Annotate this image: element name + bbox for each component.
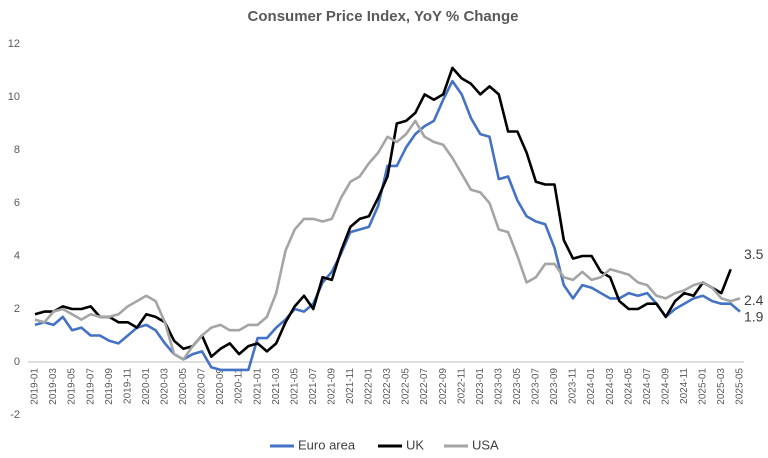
series-line (34, 119, 741, 361)
x-tick-label: 2020-05 (178, 368, 189, 405)
legend-label: Euro area (298, 437, 356, 452)
x-tick-label: 2021-05 (289, 368, 300, 405)
x-tick-label: 2024-09 (660, 368, 671, 405)
x-tick-label: 2021-11 (345, 368, 356, 404)
y-tick-label: 12 (8, 38, 20, 50)
legend-label: UK (406, 437, 424, 452)
x-tick-label: 2020-11 (234, 368, 245, 404)
x-tick-label: 2022-01 (364, 368, 375, 405)
x-tick-label: 2022-09 (438, 368, 449, 405)
x-tick-label: 2024-03 (605, 368, 616, 405)
x-tick-label: 2020-01 (141, 368, 152, 405)
x-tick-label: 2022-05 (401, 368, 412, 405)
x-tick-label: 2019-11 (122, 368, 133, 404)
x-tick-label: 2023-11 (568, 368, 579, 404)
x-tick-label: 2024-05 (623, 368, 634, 405)
end-value-label: 3.5 (744, 246, 764, 262)
x-tick-label: 2024-07 (642, 368, 653, 405)
x-tick-label: 2024-11 (679, 368, 690, 404)
x-tick-label: 2019-01 (30, 368, 41, 405)
x-tick-label: 2022-03 (382, 368, 393, 405)
end-value-label: 2.4 (744, 292, 764, 308)
y-tick-label: 8 (14, 144, 20, 156)
x-tick-label: 2019-09 (104, 368, 115, 405)
x-tick-label: 2020-07 (197, 368, 208, 405)
x-tick-label: 2025-01 (698, 368, 709, 405)
x-tick-label: 2021-07 (308, 368, 319, 405)
y-tick-label: 2 (14, 303, 20, 315)
x-tick-label: 2023-09 (549, 368, 560, 405)
y-tick-label: 10 (8, 91, 20, 103)
end-value-label: 1.9 (744, 308, 764, 324)
series-line (34, 79, 741, 372)
x-tick-label: 2022-11 (456, 368, 467, 404)
x-tick-label: 2023-01 (475, 368, 486, 405)
x-tick-label: 2021-01 (252, 368, 263, 405)
y-tick-label: 4 (14, 250, 20, 262)
legend-label: USA (472, 437, 499, 452)
x-tick-label: 2024-01 (586, 368, 597, 405)
x-tick-label: 2020-03 (160, 368, 171, 405)
x-tick-label: 2021-09 (326, 368, 337, 405)
x-tick-label: 2023-05 (512, 368, 523, 405)
y-tick-label: 6 (14, 197, 20, 209)
x-tick-label: 2023-07 (531, 368, 542, 405)
x-tick-label: 2019-05 (67, 368, 78, 405)
x-tick-label: 2025-05 (735, 368, 746, 405)
y-tick-label: 0 (14, 356, 20, 368)
x-tick-label: 2020-09 (215, 368, 226, 405)
series-line (34, 66, 732, 358)
x-tick-label: 2023-03 (493, 368, 504, 405)
x-tick-label: 2022-07 (419, 368, 430, 405)
chart-title: Consumer Price Index, YoY % Change (248, 8, 519, 25)
x-tick-label: 2019-07 (85, 368, 96, 405)
x-tick-label: 2025-03 (716, 368, 727, 405)
y-tick-label: -2 (10, 409, 20, 421)
x-tick-label: 2019-03 (48, 368, 59, 405)
x-tick-label: 2021-03 (271, 368, 282, 405)
